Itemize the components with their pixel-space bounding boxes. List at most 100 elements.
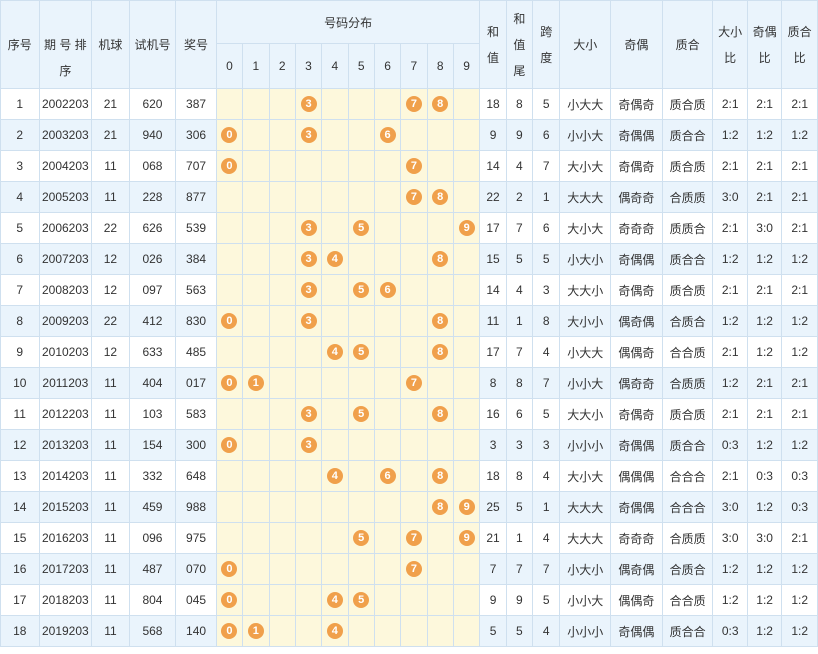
cell-sum-tail: 5 — [505, 615, 534, 647]
cell-machine: 12 — [91, 274, 130, 306]
cell-seq: 17 — [0, 584, 40, 616]
header-line: 比 — [758, 50, 771, 65]
cell-parity: 偶奇奇 — [610, 181, 663, 213]
cell-span: 5 — [532, 88, 561, 120]
header-span: 跨度 — [532, 0, 561, 89]
cell-machine: 11 — [91, 429, 130, 461]
table-row: 15 2016203 11 096 975 5 7 9 21 1 4 大大大 奇奇奇 合质质 3:0 3:0 2… — [0, 522, 818, 554]
number-ball: 6 — [379, 468, 396, 484]
number-ball: 5 — [353, 530, 370, 546]
cell-dist-0: 0 — [215, 305, 244, 337]
cell-dist-6 — [373, 336, 402, 368]
cell-dist-7: 7 — [400, 150, 428, 182]
cell-dist-8: 8 — [426, 491, 454, 523]
cell-machine: 21 — [91, 119, 130, 151]
table-row: 12 2013203 11 154 300 0 3 3 3 3 小小小 奇偶偶 质合合 0:3 1:2 1:2 — [0, 429, 818, 461]
cell-sum-tail: 5 — [505, 243, 534, 275]
cell-dist-2 — [268, 584, 296, 616]
table-row: 3 2004203 11 068 707 0 7 14 4 7 大小大 奇偶奇 质合质 2:1 2:1 2:1 — [0, 150, 818, 182]
cell-issue: 2016203 — [38, 522, 93, 554]
cell-span: 4 — [532, 460, 561, 492]
cell-parity: 奇偶偶 — [610, 429, 663, 461]
cell-test: 404 — [128, 367, 177, 399]
cell-dist-6 — [373, 181, 402, 213]
header-digit-0: 0 — [215, 43, 244, 89]
cell-dist-3: 3 — [294, 88, 323, 120]
cell-sum-tail: 4 — [505, 150, 534, 182]
cell-machine: 11 — [91, 553, 130, 585]
cell-dist-4 — [321, 305, 349, 337]
cell-dist-8 — [426, 553, 454, 585]
cell-dist-3 — [294, 491, 323, 523]
cell-dist-3 — [294, 615, 323, 647]
cell-dist-7 — [400, 460, 428, 492]
number-ball: 4 — [326, 623, 343, 639]
number-ball: 4 — [326, 344, 343, 360]
cell-dist-6 — [373, 212, 402, 244]
number-ball: 4 — [326, 251, 343, 267]
header-line: 和值 — [513, 11, 526, 52]
header-digit-9: 9 — [452, 43, 481, 89]
cell-dist-8: 8 — [426, 336, 454, 368]
cell-issue: 2003203 — [38, 119, 93, 151]
cell-dist-9 — [452, 243, 481, 275]
cell-size: 大大大 — [559, 522, 612, 554]
header-digit-8: 8 — [426, 43, 454, 89]
cell-issue: 2004203 — [38, 150, 93, 182]
cell-test: 412 — [128, 305, 177, 337]
cell-prime-ratio: 1:2 — [781, 336, 818, 368]
cell-prize: 306 — [175, 119, 217, 151]
cell-prime: 合合合 — [661, 460, 714, 492]
cell-dist-6 — [373, 150, 402, 182]
cell-dist-7 — [400, 274, 428, 306]
cell-prime-ratio: 1:2 — [781, 305, 818, 337]
cell-dist-2 — [268, 336, 296, 368]
cell-test: 568 — [128, 615, 177, 647]
cell-dist-9 — [452, 181, 481, 213]
cell-span: 1 — [532, 181, 561, 213]
cell-dist-0: 0 — [215, 553, 244, 585]
cell-dist-0: 0 — [215, 615, 244, 647]
cell-issue: 2008203 — [38, 274, 93, 306]
cell-prime: 质合质 — [661, 150, 714, 182]
cell-dist-9 — [452, 398, 481, 430]
cell-dist-6 — [373, 584, 402, 616]
cell-dist-4 — [321, 212, 349, 244]
cell-test: 103 — [128, 398, 177, 430]
table-row: 9 2010203 12 633 485 4 5 8 17 7 4 小大大 偶偶奇 合合质 2:1 1:2 1:… — [0, 336, 818, 368]
cell-sum-tail: 5 — [505, 491, 534, 523]
cell-size-ratio: 1:2 — [712, 553, 748, 585]
table-row: 2 2003203 21 940 306 0 3 6 9 9 6 小小大 奇偶偶 质合合 1:2 1:2 1:2 — [0, 119, 818, 151]
number-ball: 5 — [353, 592, 370, 608]
cell-prize: 017 — [175, 367, 217, 399]
cell-dist-0: 0 — [215, 367, 244, 399]
cell-dist-2 — [268, 553, 296, 585]
number-ball: 7 — [405, 530, 422, 546]
cell-prime-ratio: 1:2 — [781, 584, 818, 616]
cell-dist-4 — [321, 88, 349, 120]
cell-prime-ratio: 2:1 — [781, 150, 818, 182]
cell-prize: 300 — [175, 429, 217, 461]
cell-test: 626 — [128, 212, 177, 244]
cell-dist-4 — [321, 181, 349, 213]
cell-span: 6 — [532, 212, 561, 244]
cell-dist-1 — [242, 274, 270, 306]
cell-sum-tail: 7 — [505, 553, 534, 585]
cell-dist-0: 0 — [215, 150, 244, 182]
cell-prize: 539 — [175, 212, 217, 244]
cell-prize: 384 — [175, 243, 217, 275]
cell-sum: 17 — [479, 336, 507, 368]
cell-sum-tail: 7 — [505, 336, 534, 368]
cell-dist-2 — [268, 305, 296, 337]
number-ball: 5 — [353, 220, 370, 236]
header-digit-3: 3 — [294, 43, 323, 89]
cell-parity: 偶奇奇 — [610, 367, 663, 399]
cell-dist-2 — [268, 615, 296, 647]
cell-parity: 奇偶奇 — [610, 274, 663, 306]
cell-size: 小小小 — [559, 615, 612, 647]
header-size-ratio: 大小比 — [712, 0, 748, 89]
cell-prime-ratio: 1:2 — [781, 243, 818, 275]
cell-parity-ratio: 2:1 — [746, 274, 783, 306]
cell-dist-0 — [215, 181, 244, 213]
cell-machine: 21 — [91, 88, 130, 120]
